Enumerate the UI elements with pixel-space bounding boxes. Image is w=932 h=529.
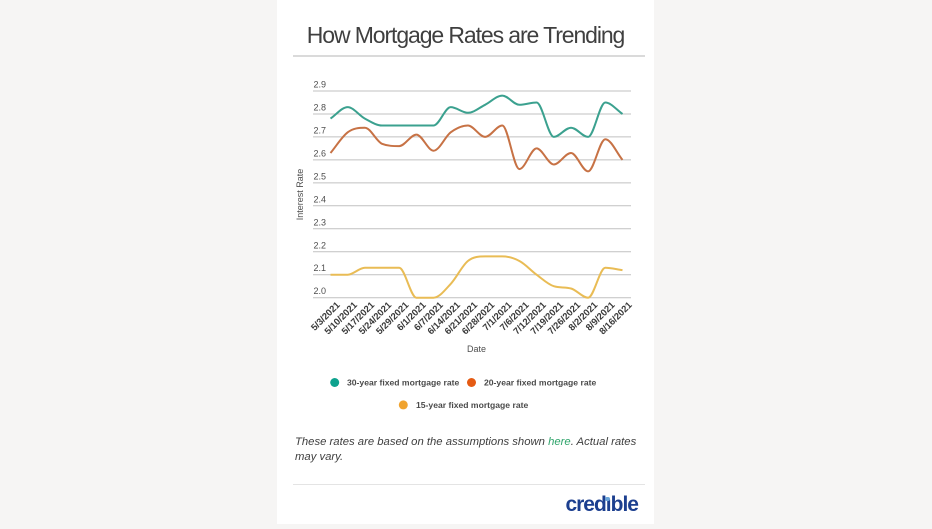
svg-text:30-year fixed mortgage rate: 30-year fixed mortgage rate — [347, 378, 459, 388]
svg-text:2.1: 2.1 — [314, 263, 327, 273]
svg-text:2.9: 2.9 — [314, 80, 327, 90]
svg-text:15-year fixed mortgage rate: 15-year fixed mortgage rate — [416, 400, 528, 410]
svg-text:2.6: 2.6 — [314, 148, 327, 158]
svg-text:2.4: 2.4 — [314, 194, 327, 204]
svg-text:2.7: 2.7 — [314, 125, 327, 135]
svg-text:2.0: 2.0 — [314, 286, 327, 296]
svg-text:2.8: 2.8 — [314, 103, 327, 113]
svg-text:Interest Rate: Interest Rate — [295, 169, 305, 221]
svg-text:20-year fixed mortgage rate: 20-year fixed mortgage rate — [484, 378, 596, 388]
svg-text:2.2: 2.2 — [314, 240, 327, 250]
svg-text:2.3: 2.3 — [314, 217, 327, 227]
svg-text:2.5: 2.5 — [314, 171, 327, 181]
svg-text:Date: Date — [467, 344, 486, 354]
